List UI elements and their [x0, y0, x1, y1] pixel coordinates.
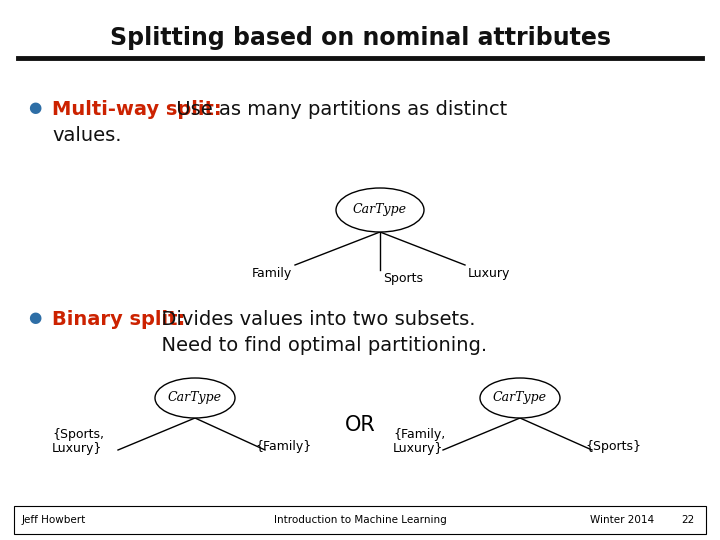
Text: ●: ●	[28, 100, 41, 115]
Ellipse shape	[155, 378, 235, 418]
Text: Sports: Sports	[383, 272, 423, 285]
Text: Divides values into two subsets.: Divides values into two subsets.	[149, 310, 475, 329]
Text: Family: Family	[252, 267, 292, 280]
Ellipse shape	[480, 378, 560, 418]
Text: values.: values.	[52, 126, 122, 145]
Text: Multi-way split:: Multi-way split:	[52, 100, 222, 119]
Text: Winter 2014: Winter 2014	[590, 515, 654, 525]
Text: Introduction to Machine Learning: Introduction to Machine Learning	[274, 515, 446, 525]
Text: Binary split:: Binary split:	[52, 310, 185, 329]
Ellipse shape	[336, 188, 424, 232]
Text: {Sports}: {Sports}	[585, 440, 641, 453]
Text: ●: ●	[28, 310, 41, 325]
Text: Use as many partitions as distinct: Use as many partitions as distinct	[170, 100, 508, 119]
Text: CarType: CarType	[353, 204, 407, 217]
Text: 22: 22	[682, 515, 695, 525]
Text: {Family,: {Family,	[393, 428, 445, 441]
Text: Luxury: Luxury	[468, 267, 510, 280]
Text: OR: OR	[345, 415, 375, 435]
Text: Luxury}: Luxury}	[52, 442, 102, 455]
Text: {Sports,: {Sports,	[52, 428, 104, 441]
Text: Splitting based on nominal attributes: Splitting based on nominal attributes	[109, 26, 611, 50]
FancyBboxPatch shape	[14, 506, 706, 534]
Text: CarType: CarType	[493, 392, 547, 404]
Text: CarType: CarType	[168, 392, 222, 404]
Text: {Family}: {Family}	[255, 440, 311, 453]
Text: Luxury}: Luxury}	[393, 442, 444, 455]
Text: Need to find optimal partitioning.: Need to find optimal partitioning.	[149, 336, 487, 355]
Text: Jeff Howbert: Jeff Howbert	[22, 515, 86, 525]
